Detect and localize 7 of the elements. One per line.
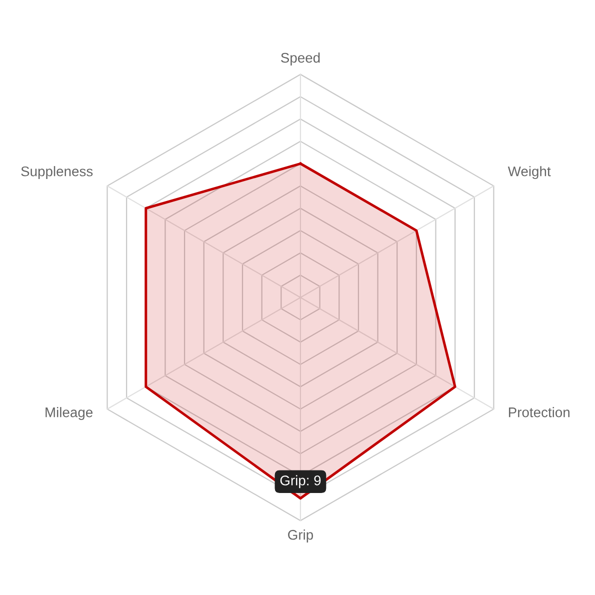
spoke-label: Suppleness: [21, 166, 93, 180]
spoke-label: Mileage: [46, 407, 93, 420]
spoke-label: Weight: [508, 166, 551, 180]
spoke-label: Speed: [281, 52, 320, 66]
text: Grip: 9: [280, 475, 321, 488]
spoke-label: Protection: [508, 407, 570, 418]
spoke-label: Grip: [288, 530, 314, 542]
